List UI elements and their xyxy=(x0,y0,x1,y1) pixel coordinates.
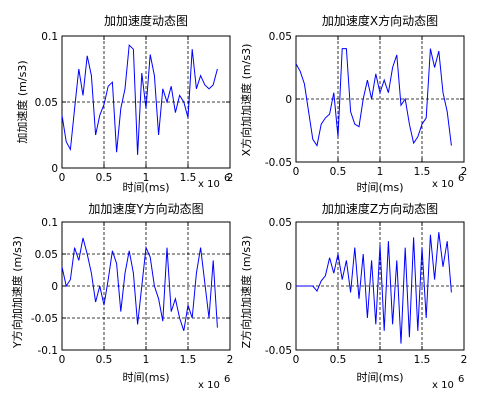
x-tick-label: 1.5 xyxy=(414,166,431,178)
x-tick-label: 1 xyxy=(143,354,150,366)
x-tick-label: 1 xyxy=(377,354,384,366)
y-axis-label: 加加速度 (m/s3) xyxy=(15,60,29,143)
x-multiplier: x 10 xyxy=(432,380,454,391)
x-axis-label: 时间(ms) xyxy=(122,371,169,384)
x-axis-label: 时间(ms) xyxy=(356,371,403,384)
grid xyxy=(62,36,230,168)
x-tick-label: 0 xyxy=(59,172,66,184)
y-axis-label: Y方向加加速度 (m/s3) xyxy=(10,236,24,349)
chart-title: 加加速度动态图 xyxy=(104,13,188,28)
x-tick-label: 0 xyxy=(59,354,66,366)
x-tick-label: 1.5 xyxy=(180,354,197,366)
y-tick-label: -0.1 xyxy=(38,345,59,357)
y-tick-label: 0.05 xyxy=(269,31,292,43)
y-tick-label: 0.05 xyxy=(35,97,58,109)
x-tick-label: 0.5 xyxy=(96,354,113,366)
x-tick-label: 2 xyxy=(227,172,234,184)
x-tick-label: 0.5 xyxy=(330,354,347,366)
y-tick-label: 0 xyxy=(51,281,58,293)
x-multiplier-exponent: 6 xyxy=(224,374,230,385)
x-axis-label: 时间(ms) xyxy=(122,181,169,194)
y-axis-label: Z方向加加速度 (m/s3) xyxy=(239,236,253,349)
ticks: 0 0.5 1 1.5 2 -0.1 -0.05 0 0.05 0.1 xyxy=(31,217,234,366)
x-multiplier-exponent: 6 xyxy=(224,173,230,184)
x-axis-label: 时间(ms) xyxy=(356,181,403,194)
y-tick-label: 0.1 xyxy=(41,217,58,229)
x-tick-label: 2 xyxy=(461,354,468,366)
x-multiplier: x 10 xyxy=(198,179,220,190)
x-tick-label: 0.5 xyxy=(96,172,113,184)
y-tick-label: 0 xyxy=(285,94,292,106)
x-multiplier-exponent: 6 xyxy=(458,374,464,385)
grid xyxy=(62,222,230,350)
x-tick-label: 1 xyxy=(377,166,384,178)
series-line xyxy=(295,48,452,147)
y-tick-label: 0.05 xyxy=(35,249,58,261)
y-tick-label: 0.1 xyxy=(41,31,58,43)
y-tick-label: -0.05 xyxy=(31,313,58,325)
grid xyxy=(296,36,464,162)
x-multiplier: x 10 xyxy=(432,179,454,190)
series-line xyxy=(61,237,218,331)
x-multiplier: x 10 xyxy=(198,380,220,391)
y-tick-label: 0 xyxy=(285,281,292,293)
chart-title: 加加速度Y方向动态图 xyxy=(88,201,203,216)
x-tick-label: 0 xyxy=(293,354,300,366)
y-tick-label: 0 xyxy=(51,163,58,175)
x-tick-label: 0.5 xyxy=(330,166,347,178)
x-tick-label: 1.5 xyxy=(414,354,431,366)
series-line xyxy=(296,232,452,344)
subplot-jerk-y: 0 0.5 1 1.5 2 -0.1 -0.05 0 0.05 0.1 加加速度Y方向动态图 时间… xyxy=(10,201,233,391)
chart-title: 加加速度X方向动态图 xyxy=(322,13,438,28)
chart-title: 加加速度Z方向动态图 xyxy=(322,201,438,216)
y-axis-label: X方向加加速度 (m/s3) xyxy=(239,44,253,157)
ticks: 0 0.5 1 1.5 2 0 0.05 0.1 xyxy=(35,31,234,184)
y-tick-label: 0.05 xyxy=(269,217,292,229)
x-tick-label: 2 xyxy=(227,354,234,366)
x-tick-label: 0 xyxy=(293,166,300,178)
x-tick-label: 1.5 xyxy=(180,172,197,184)
x-tick-label: 1 xyxy=(143,172,150,184)
y-tick-label: -0.05 xyxy=(265,157,292,169)
x-tick-label: 2 xyxy=(461,166,468,178)
subplot-jerk: 0 0.5 1 1.5 2 0 0.05 0.1 加加速度动态图 时间(ms) 加加速度 (m… xyxy=(15,13,233,194)
y-tick-label: -0.05 xyxy=(265,345,292,357)
series-line xyxy=(61,44,218,155)
grid xyxy=(296,222,464,350)
x-multiplier-exponent: 6 xyxy=(458,173,464,184)
